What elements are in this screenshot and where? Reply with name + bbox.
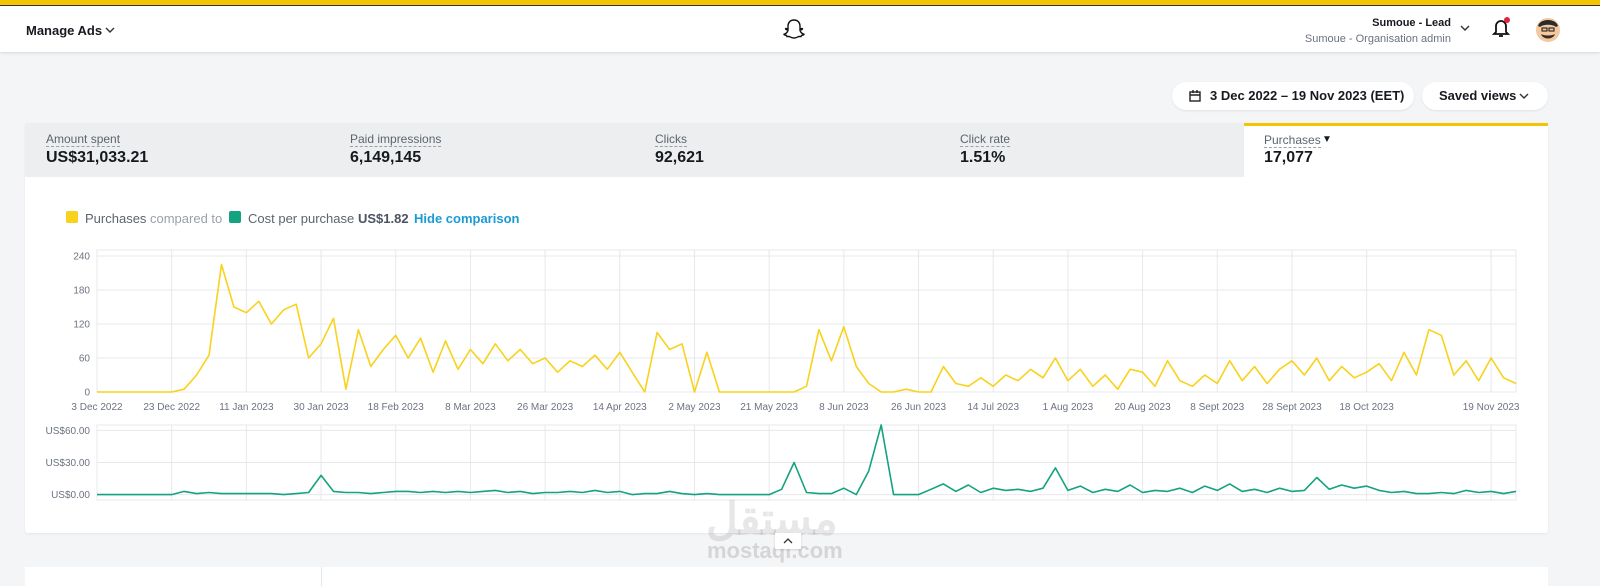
x-tick-label: 8 Mar 2023 bbox=[445, 402, 496, 413]
watermark: مستقل bbox=[706, 495, 838, 544]
metric-value: 6,149,145 bbox=[350, 149, 422, 166]
x-tick-label: 26 Mar 2023 bbox=[517, 402, 574, 413]
chart-card bbox=[25, 123, 1548, 533]
plot-frame bbox=[96, 249, 1517, 393]
x-tick-label: 23 Dec 2022 bbox=[143, 402, 200, 413]
metric-label: Click rate bbox=[960, 132, 1011, 147]
comparison-value: US$1.82 bbox=[358, 211, 409, 226]
metric-label: Clicks bbox=[655, 132, 687, 147]
header: Manage Ads Sumoue - Lead Sumoue - Organi… bbox=[0, 6, 1600, 52]
date-range: 3 Dec 2022 – 19 Nov 2023 (EET) bbox=[1210, 88, 1405, 103]
x-tick-label: 8 Jun 2023 bbox=[819, 402, 869, 413]
x-tick-label: 18 Feb 2023 bbox=[368, 402, 425, 413]
metric-label[interactable]: Purchases bbox=[1264, 133, 1321, 148]
collapse-button[interactable] bbox=[775, 533, 801, 549]
active-metric-tab[interactable] bbox=[1244, 123, 1548, 177]
date-range-button[interactable]: 3 Dec 2022 – 19 Nov 2023 (EET) bbox=[1172, 82, 1414, 110]
chevron bbox=[1460, 25, 1470, 31]
x-tick-label: 11 Jan 2023 bbox=[219, 402, 274, 413]
x-tick-label: 14 Jul 2023 bbox=[967, 402, 1019, 413]
y-tick-label: US$60.00 bbox=[46, 426, 91, 437]
legend-swatch bbox=[229, 211, 241, 223]
saved-views: Saved views bbox=[1439, 88, 1517, 103]
metrics-strip bbox=[25, 123, 1244, 177]
saved-views-button[interactable]: Saved views bbox=[1422, 82, 1548, 110]
x-tick-label: 26 Jun 2023 bbox=[891, 402, 946, 413]
x-tick-label: 1 Aug 2023 bbox=[1043, 402, 1094, 413]
legend-swatch bbox=[66, 211, 78, 223]
x-tick-label: 14 Apr 2023 bbox=[593, 402, 647, 413]
legend-label: Cost per purchase bbox=[248, 211, 355, 226]
metric-value: US$31,033.21 bbox=[46, 149, 149, 166]
x-tick-label: 18 Oct 2023 bbox=[1339, 402, 1394, 413]
x-tick-label: 30 Jan 2023 bbox=[294, 402, 349, 413]
x-tick-label: 2 May 2023 bbox=[668, 402, 721, 413]
user-name[interactable]: Sumoue - Lead bbox=[1372, 17, 1451, 29]
y-tick-label: 120 bbox=[73, 320, 90, 331]
y-tick-label: US$30.00 bbox=[46, 458, 91, 469]
y-tick-label: 0 bbox=[84, 388, 90, 399]
data-line bbox=[97, 424, 1517, 496]
chevron bbox=[1519, 93, 1529, 99]
user-role: Sumoue - Organisation admin bbox=[1304, 33, 1451, 45]
hide-comparison[interactable]: Hide comparison bbox=[414, 211, 520, 226]
legend-label: Purchases bbox=[85, 211, 147, 226]
menu-title[interactable]: Manage Ads bbox=[26, 23, 103, 38]
x-tick-label: 21 May 2023 bbox=[740, 402, 798, 413]
y-tick-label: 240 bbox=[73, 252, 90, 263]
top-accent bbox=[0, 0, 1600, 6]
x-tick-label: 28 Sept 2023 bbox=[1262, 402, 1322, 413]
metric-value: 17,077 bbox=[1264, 149, 1313, 166]
y-tick-label: US$0.00 bbox=[51, 490, 90, 501]
logo bbox=[783, 19, 805, 39]
metric-value: 1.51% bbox=[960, 149, 1006, 166]
chevron bbox=[105, 27, 115, 33]
legend-compared: compared to bbox=[150, 211, 223, 226]
divider bbox=[321, 567, 322, 586]
metric-label: Paid impressions bbox=[350, 132, 442, 147]
dropdown-arrow[interactable]: ▼ bbox=[1322, 134, 1332, 145]
chevron-up bbox=[783, 538, 793, 544]
y-tick-label: 180 bbox=[73, 286, 90, 297]
avatar[interactable] bbox=[1535, 17, 1561, 43]
x-tick-label: 8 Sept 2023 bbox=[1190, 402, 1244, 413]
watermark: mostaql.com bbox=[707, 538, 843, 563]
metric-label: Amount spent bbox=[46, 132, 121, 147]
x-tick-label: 3 Dec 2022 bbox=[71, 402, 123, 413]
metric-value: 92,621 bbox=[655, 149, 704, 166]
y-tick-label: 60 bbox=[79, 354, 91, 365]
calendar-icon bbox=[1189, 90, 1201, 102]
next-panel bbox=[25, 567, 1548, 586]
x-tick-label: 19 Nov 2023 bbox=[1463, 402, 1520, 413]
notifications[interactable] bbox=[1491, 16, 1513, 40]
data-line bbox=[97, 263, 1517, 393]
x-tick-label: 20 Aug 2023 bbox=[1114, 402, 1171, 413]
